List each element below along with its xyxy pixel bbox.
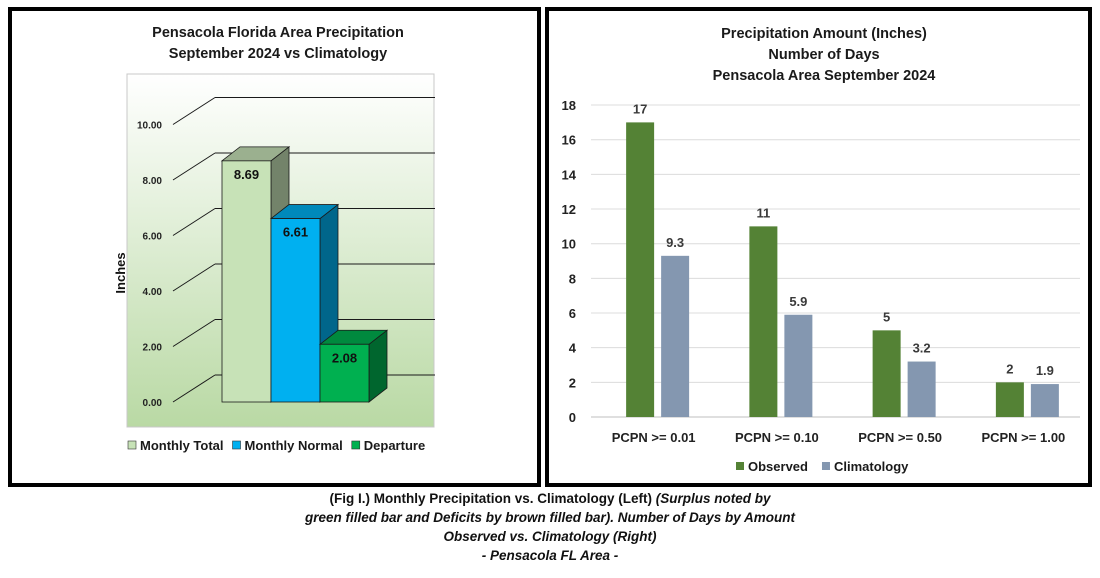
bar-observed [995, 382, 1024, 417]
bar-data-label: 9.3 [666, 235, 684, 250]
legend-label: Observed [748, 459, 808, 474]
legend-label: Departure [364, 438, 425, 453]
figure-caption: (Fig I.) Monthly Precipitation vs. Clima… [0, 489, 1100, 565]
bar-data-label: 6.61 [283, 225, 308, 240]
bar-data-label: 5.9 [789, 294, 807, 309]
bar-climatology [784, 314, 813, 417]
right-chart-title-line-3: Pensacola Area September 2024 [713, 68, 936, 84]
right-y-tick-label: 18 [562, 98, 576, 113]
gridline-diagonal [172, 208, 216, 236]
left-chart-panel: Pensacola Florida Area Precipitation Sept… [8, 7, 541, 487]
caption-line4: - Pensacola FL Area - [481, 548, 619, 563]
legend-label: Monthly Total [140, 438, 224, 453]
bar-data-label: 2 [1006, 361, 1013, 376]
right-y-tick-label: 8 [569, 271, 576, 286]
bar-climatology [907, 361, 936, 417]
left-chart: Pensacola Florida Area Precipitation Sept… [113, 25, 435, 453]
bar-monthly-normal [270, 218, 321, 403]
bar-climatology [1030, 384, 1059, 417]
legend-swatch [127, 440, 137, 450]
left-y-tick-label: 8.00 [143, 176, 163, 187]
bar-data-label: 8.69 [234, 167, 259, 182]
left-y-tick-label: 6.00 [143, 232, 163, 243]
bar-data-label: 1.9 [1036, 363, 1054, 378]
left-y-axis-label: Inches [113, 252, 128, 293]
bar-observed [749, 226, 778, 417]
x-category-label: PCPN >= 0.01 [612, 430, 696, 445]
gridline-diagonal [172, 374, 216, 403]
right-y-tick-label: 0 [569, 410, 576, 425]
bar-observed [626, 122, 655, 417]
bar-departure [319, 343, 370, 403]
gridline-diagonal [172, 152, 216, 181]
left-y-tick-label: 2.00 [143, 343, 163, 354]
legend-label: Climatology [834, 459, 909, 474]
caption-line3: Observed vs. Climatology (Right) [443, 529, 657, 544]
bar-observed [872, 330, 901, 417]
gridline-diagonal [172, 319, 216, 347]
bar-data-label: 3.2 [913, 341, 931, 356]
bar-data-label: 17 [633, 101, 647, 116]
left-y-tick-label: 10.00 [137, 121, 162, 132]
caption-line1: (Fig I.) Monthly Precipitation vs. Clima… [329, 491, 656, 506]
legend-swatch [736, 462, 744, 470]
bar-data-label: 2.08 [332, 350, 357, 365]
legend-swatch [351, 440, 361, 450]
x-category-label: PCPN >= 1.00 [981, 430, 1065, 445]
legend-swatch [821, 462, 830, 470]
caption-line1-italic: (Surplus noted by [655, 491, 771, 506]
right-y-tick-label: 6 [569, 306, 576, 321]
right-y-tick-label: 10 [562, 237, 576, 252]
right-y-tick-label: 12 [562, 202, 576, 217]
right-chart: Precipitation Amount (Inches) Number of D… [562, 26, 1080, 474]
bar-monthly-total [221, 160, 272, 403]
bar-climatology [661, 255, 690, 417]
bar-data-label: 5 [883, 309, 890, 324]
left-y-tick-label: 0.00 [143, 398, 163, 409]
bar-data-label: 11 [757, 205, 771, 220]
x-category-label: PCPN >= 0.50 [858, 430, 942, 445]
right-y-tick-label: 14 [562, 167, 577, 182]
caption-line2: green filled bar and Deficits by brown f… [304, 510, 796, 525]
right-y-tick-label: 2 [569, 375, 576, 390]
legend-label: Monthly Normal [245, 438, 343, 453]
right-chart-title-line-1: Precipitation Amount (Inches) [721, 26, 927, 42]
right-y-tick-label: 16 [562, 133, 576, 148]
gridline-diagonal [172, 97, 216, 125]
right-chart-title-line-2: Number of Days [768, 47, 879, 63]
legend-swatch [232, 440, 241, 450]
gridline-diagonal [172, 263, 216, 292]
right-chart-panel: Precipitation Amount (Inches) Number of D… [545, 7, 1092, 487]
left-chart-title-line-2: September 2024 vs Climatology [169, 46, 387, 62]
left-y-tick-label: 4.00 [143, 287, 163, 298]
left-chart-title-line-1: Pensacola Florida Area Precipitation [152, 25, 404, 41]
right-y-tick-label: 4 [569, 341, 577, 356]
x-category-label: PCPN >= 0.10 [735, 430, 819, 445]
